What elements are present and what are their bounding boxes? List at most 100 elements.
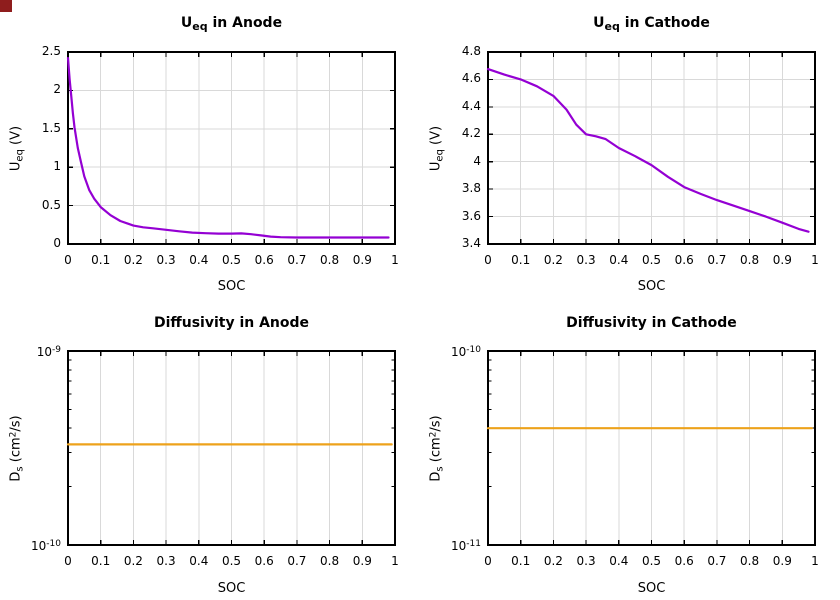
x-tick-label: 0.8 [320, 253, 340, 267]
y-tick-exponent: -11 [466, 539, 481, 549]
x-axis-label: SOC [217, 279, 246, 294]
title-text: U [180, 15, 193, 31]
x-tick-label: 0.1 [511, 554, 531, 568]
y-tick-label: 10-9 [6, 342, 61, 361]
plot-title: Diffusivity in Cathode [488, 315, 815, 333]
y-tick-exponent: -10 [466, 345, 481, 355]
title-subscript: eq [604, 20, 620, 33]
ylabel-superscript: 2 [428, 431, 439, 438]
y-tick-base: 10 [451, 345, 467, 359]
curve-ueq-cathode [486, 67, 810, 233]
plot-canvas [486, 51, 816, 245]
x-tick-label: 0.2 [123, 253, 143, 267]
plot-ueq-anode: Ueq in Anode Ueq (V) SOC 0 0.1 0.2 0.3 0.4 0.… [0, 0, 420, 300]
ylabel-subscript: s [434, 466, 446, 472]
title-text: U [593, 15, 605, 31]
x-tick-label: 0.4 [189, 253, 209, 267]
x-tick-label: 0 [484, 253, 492, 267]
x-tick-label: 0 [64, 253, 72, 267]
x-tick-label: 0.3 [576, 554, 596, 568]
y-tick-label: 2.5 [6, 43, 61, 60]
ylabel-subscript: s [14, 466, 26, 472]
plot-canvas [66, 51, 396, 245]
y-tick-base: 2.5 [41, 44, 61, 58]
y-tick-base: 2 [53, 82, 61, 97]
y-tick-exponent: -10 [46, 539, 61, 549]
x-tick-label: 0.2 [543, 253, 563, 267]
y-tick-base: 10 [31, 539, 47, 553]
plot-title: Ueq in Anode [68, 15, 395, 33]
x-tick-label: 0.6 [254, 253, 274, 267]
ylabel-text: D [8, 471, 24, 482]
y-tick-label: 0.5 [6, 197, 61, 214]
plot-title: Diffusivity in Anode [68, 315, 395, 333]
title-text: in Anode [207, 15, 283, 31]
plot-diffusivity-anode: Diffusivity in Anode Ds (cm2/s) SOC 0 0.1… [0, 300, 420, 600]
x-tick-label: 0.7 [707, 253, 727, 267]
corner-marker [0, 0, 12, 12]
y-tick-base: 4 [473, 153, 481, 168]
x-tick-label: 0.3 [156, 253, 176, 267]
ylabel-text: (cm [8, 437, 24, 467]
title-text: in Cathode [619, 15, 710, 31]
y-tick-label: 10-10 [6, 536, 61, 555]
y-tick-label: 4.4 [426, 98, 481, 115]
x-tick-label: 0.6 [254, 554, 274, 568]
y-tick-base: 3.8 [461, 181, 481, 196]
plot-border [67, 350, 396, 546]
plot-border [67, 51, 396, 245]
x-tick-label: 1 [391, 554, 399, 568]
x-tick-label: 0.7 [287, 253, 307, 267]
x-tick-label: 0.6 [674, 253, 694, 267]
x-tick-label: 0.5 [221, 554, 242, 568]
x-tick-label: 0.9 [352, 253, 372, 267]
y-tick-label: 1 [6, 158, 61, 175]
y-tick-label: 3.4 [426, 235, 481, 252]
title-text: Diffusivity in Cathode [566, 315, 737, 331]
x-tick-label: 0.8 [320, 554, 340, 568]
x-tick-label: 0 [484, 554, 492, 568]
x-tick-label: 0.5 [641, 253, 662, 267]
x-tick-label: 1 [811, 253, 819, 267]
curve-ueq-anode [66, 56, 390, 239]
ylabel-text: /s) [8, 415, 24, 432]
plot-diffusivity-cathode: Diffusivity in Cathode Ds (cm2/s) SOC 0 0… [420, 300, 840, 600]
y-tick-label: 2 [6, 81, 61, 98]
y-tick-base: 10 [451, 539, 467, 553]
y-tick-base: 3.6 [461, 208, 481, 223]
y-tick-base: 4.2 [461, 126, 481, 141]
y-tick-label: 3.6 [426, 208, 481, 225]
x-tick-label: 0.1 [91, 253, 111, 267]
title-subscript: eq [192, 20, 208, 33]
x-axis-label: SOC [217, 581, 246, 596]
x-tick-label: 0.7 [707, 554, 727, 568]
ylabel-text: /s) [428, 415, 444, 432]
x-axis-label: SOC [637, 279, 666, 294]
y-tick-base: 10 [36, 345, 53, 359]
y-axis-label: Ueq (V) [426, 69, 446, 229]
x-tick-label: 0.9 [772, 554, 792, 568]
x-axis-label: SOC [637, 581, 666, 596]
y-tick-base: 1 [53, 159, 61, 174]
x-tick-label: 0.8 [740, 253, 760, 267]
x-tick-label: 0.9 [772, 253, 792, 267]
x-tick-label: 0.2 [543, 554, 563, 568]
x-tick-label: 0.3 [576, 253, 596, 267]
x-tick-label: 1 [811, 554, 819, 568]
x-tick-label: 0 [64, 554, 72, 568]
y-tick-exponent: -9 [52, 345, 61, 355]
y-tick-base: 3.4 [461, 236, 481, 250]
x-tick-label: 0.4 [609, 554, 629, 568]
y-tick-label: 0 [6, 235, 61, 252]
plot-ueq-cathode: Ueq in Cathode Ueq (V) SOC 0 0.1 0.2 0.3 0.4… [420, 0, 840, 300]
x-tick-label: 0.9 [352, 554, 372, 568]
y-tick-base: 4.6 [461, 71, 481, 86]
ylabel-superscript: 2 [8, 431, 19, 438]
plot-title: Ueq in Cathode [488, 15, 815, 33]
y-tick-base: 1.5 [41, 120, 61, 135]
y-tick-base: 4.8 [461, 44, 481, 58]
x-tick-label: 0.4 [189, 554, 209, 568]
y-tick-label: 4.8 [426, 43, 481, 60]
y-tick-base: 0.5 [41, 197, 61, 212]
ylabel-text: D [428, 471, 444, 482]
